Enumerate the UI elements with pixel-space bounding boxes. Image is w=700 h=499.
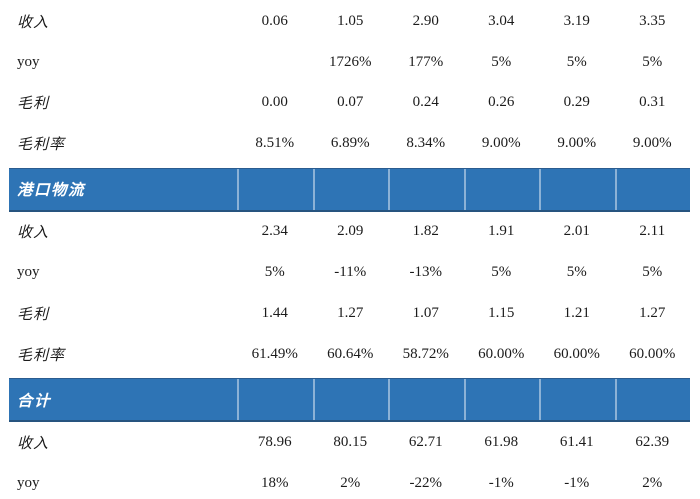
value-cell: 8.34% [406,135,446,152]
row-label: 毛利率 [17,137,66,154]
value-cell: 5% [264,264,285,281]
value-cell: 61.49% [251,345,298,362]
segment-financial-table: 收入 0.06 1.05 2.90 3.04 3.19 3.35 yoy 1726% 177% 5%… [9,1,690,499]
value-cell: 5% [566,53,587,70]
row-label: yoy [17,53,40,70]
value-cell: 62.71 [408,433,443,450]
section-header-cell [237,168,313,210]
section-header-cell [463,168,540,210]
row-label: yoy [17,474,40,491]
table-row: 毛利率 61.49% 60.64% 58.72% 60.00% 60.00% 60.00% [9,334,690,375]
row-label: yoy [17,264,40,281]
row-label: 毛利 [17,96,50,113]
section-header-cell [614,168,691,210]
table-row: 毛利 1.44 1.27 1.07 1.15 1.21 1.27 [9,293,690,334]
table-row: 收入 2.34 2.09 1.82 1.91 2.01 2.11 [9,212,690,253]
value-cell: 78.96 [257,433,292,450]
value-cell: 1.44 [261,304,288,321]
value-cell: 80.15 [333,433,368,450]
value-cell: 5% [642,264,663,281]
value-cell: 177% [408,53,444,70]
value-cell: 1.91 [488,223,515,240]
section-header-cell [312,379,389,420]
section-header-cell [614,379,691,420]
value-cell: 8.51% [255,135,295,152]
value-cell: 9.00% [481,135,521,152]
section-header-row: 港口物流 [9,167,691,212]
table-row: yoy 1726% 177% 5% 5% 5% [9,42,690,83]
section-header-cell [463,379,540,420]
value-cell: 1.27 [639,304,666,321]
table-row: 毛利 0.00 0.07 0.24 0.26 0.29 0.31 [9,83,690,124]
value-cell: 3.19 [563,12,590,29]
value-cell: 60.64% [327,345,374,362]
value-cell: 2.90 [412,12,439,29]
row-label: 收入 [17,225,50,242]
section-header-row: 合计 [9,378,690,422]
table-row: yoy 18% 2% -22% -1% -1% 2% [9,463,690,499]
value-cell: 0.06 [261,12,288,29]
value-cell: -1% [488,474,514,491]
section-header-label: 合计 [17,392,52,410]
value-cell: 1.15 [488,304,515,321]
value-cell: 0.24 [412,94,439,111]
value-cell: 2.01 [563,223,590,240]
value-cell: 60.00% [629,345,676,362]
row-label: 收入 [17,14,50,31]
value-cell: 1.27 [337,304,364,321]
table-row: 收入 0.06 1.05 2.90 3.04 3.19 3.35 [9,1,690,42]
section-header-cell [388,168,464,210]
row-label: 毛利 [17,306,50,323]
value-cell: 60.00% [553,345,600,362]
value-cell: 1.05 [337,12,364,29]
value-cell: 5% [491,264,512,281]
row-label: 收入 [17,435,50,452]
value-cell: 61.41 [559,433,594,450]
value-cell: 2% [340,474,361,491]
value-cell: 9.00% [557,135,597,152]
value-cell: 2.34 [261,223,288,240]
table-row: yoy 5% -11% -13% 5% 5% 5% [9,252,690,293]
value-cell: 3.35 [639,12,666,29]
value-cell: 9.00% [632,135,672,152]
value-cell: 1.21 [563,304,590,321]
value-cell: 2% [642,474,663,491]
section-header-cell [237,379,313,420]
section-header-cell [312,168,389,210]
table-row: 毛利率 8.51% 6.89% 8.34% 9.00% 9.00% 9.00% [9,123,690,164]
value-cell: 2.11 [639,223,666,240]
value-cell: 5% [566,264,587,281]
value-cell: 5% [642,53,663,70]
value-cell: 5% [491,53,512,70]
value-cell: 1.82 [412,223,439,240]
value-cell: 3.04 [488,12,515,29]
value-cell: 0.31 [639,94,666,111]
value-cell: 62.39 [635,433,670,450]
value-cell: 61.98 [484,433,519,450]
value-cell: 0.00 [261,94,288,111]
value-cell: 0.07 [337,94,364,111]
value-cell: 0.29 [563,94,590,111]
section-header-cell [539,168,615,210]
section-header-label: 港口物流 [17,182,86,199]
value-cell: 58.72% [402,345,449,362]
value-cell: -22% [409,474,443,491]
value-cell: 18% [261,474,289,491]
value-cell: 6.89% [330,135,370,152]
value-cell: 2.09 [337,223,364,240]
value-cell: 1726% [329,53,372,70]
value-cell: -11% [334,264,367,281]
value-cell: 0.26 [488,94,515,111]
value-cell: 60.00% [478,345,525,362]
section-header-cell [539,379,615,420]
value-cell: 1.07 [412,304,439,321]
value-cell: -13% [409,264,443,281]
section-header-cell [388,379,464,420]
row-label: 毛利率 [17,347,66,364]
table-row: 收入 78.96 80.15 62.71 61.98 61.41 62.39 [9,422,690,463]
value-cell: -1% [564,474,590,491]
